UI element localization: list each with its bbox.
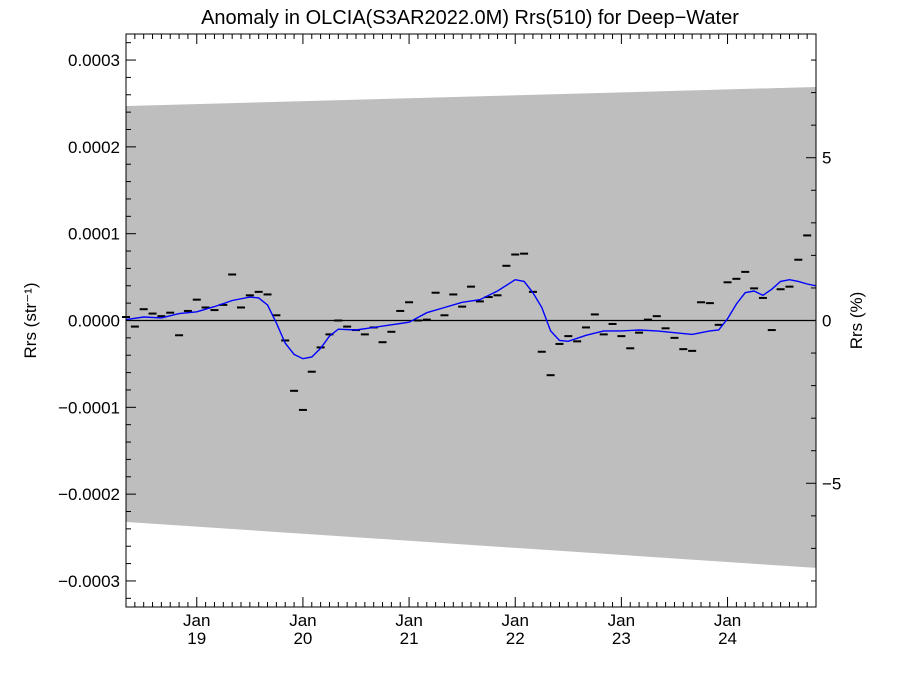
x-tick-label-year: 19 (187, 629, 206, 648)
smoothed-line (125, 278, 817, 360)
x-tick-label-year: 23 (612, 629, 631, 648)
x-tick-label-year: 21 (400, 629, 419, 648)
x-tick-label-month: Jan (289, 611, 316, 630)
y-tick-label: −0.0003 (58, 572, 120, 591)
x-tick-label-year: 24 (718, 629, 737, 648)
y-tick-label: −0.0002 (58, 485, 120, 504)
chart-title: Anomaly in OLCIA(S3AR2022.0M) Rrs(510) f… (201, 7, 739, 29)
x-tick-label-month: Jan (714, 611, 741, 630)
x-tick-label-month: Jan (395, 611, 422, 630)
y-right-tick-label: −5 (822, 474, 841, 493)
y-tick-label: 0.0002 (68, 138, 120, 157)
y-axis-label: Rrs (str⁻¹) (21, 282, 40, 358)
left-axis: 0.0003 0.0002 0.0001 0.0000 −0.0001 −0.0002 −0… (58, 42, 136, 599)
monthly-markers (122, 234, 812, 411)
y-tick-label: 0.0001 (68, 225, 120, 244)
x-tick-label-year: 22 (506, 629, 525, 648)
x-tick-label-month: Jan (183, 611, 210, 630)
y-tick-label: −0.0001 (58, 398, 120, 417)
y-tick-label: 0.0000 (68, 312, 120, 331)
y-tick-label: 0.0003 (68, 51, 120, 70)
x-tick-label-year: 20 (293, 629, 312, 648)
y-axis-label-right: Rrs (%) (847, 292, 866, 350)
plot-area (122, 86, 817, 568)
y-right-tick-label: 0 (822, 312, 831, 331)
right-axis: 5 0 −5 (806, 59, 841, 582)
top-axis (125, 34, 817, 44)
x-tick-label-month: Jan (502, 611, 529, 630)
y-right-tick-label: 5 (822, 149, 831, 168)
uncertainty-band (126, 86, 816, 568)
x-tick-label-month: Jan (608, 611, 635, 630)
